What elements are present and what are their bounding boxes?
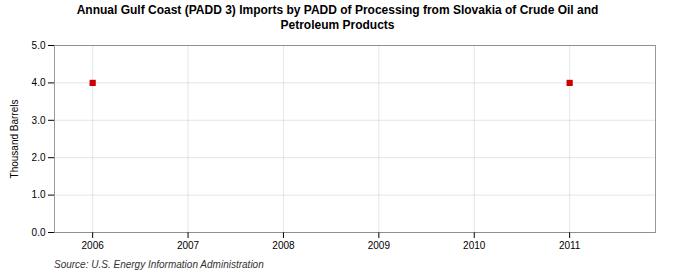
- svg-text:5.0: 5.0: [32, 40, 46, 51]
- svg-text:2009: 2009: [368, 240, 391, 251]
- svg-text:2.0: 2.0: [32, 152, 46, 163]
- html-text:Annual Gulf Coast (PADD 3) Imp: Annual Gulf Coast (PADD 3) Imports by PA…: [76, 3, 599, 32]
- svg-text:0.0: 0.0: [32, 227, 46, 238]
- svg-text:3.0: 3.0: [32, 115, 46, 126]
- svg-text:2006: 2006: [82, 240, 105, 251]
- svg-text:Thousand Barrels: Thousand Barrels: [9, 100, 20, 179]
- svg-text:2007: 2007: [177, 240, 200, 251]
- svg-text:2010: 2010: [463, 240, 486, 251]
- svg-text:1.0: 1.0: [32, 189, 46, 200]
- svg-text:4.0: 4.0: [32, 77, 46, 88]
- svg-text:2011: 2011: [559, 240, 581, 251]
- svg-text:2008: 2008: [272, 240, 295, 251]
- html-text:Source: U.S. Energy Informatio: Source: U.S. Energy Information Administ…: [54, 259, 264, 270]
